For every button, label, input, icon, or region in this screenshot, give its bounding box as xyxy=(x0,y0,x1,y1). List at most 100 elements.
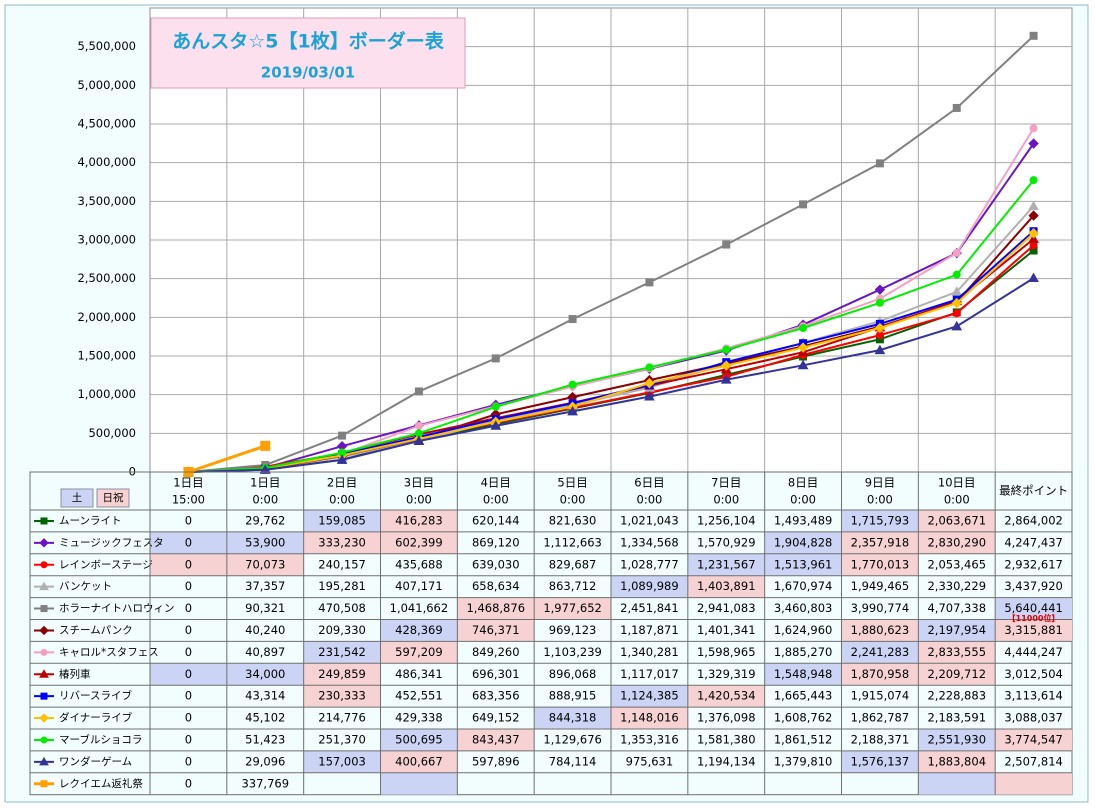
table-cell: 975,631 xyxy=(626,754,674,768)
x-tick-label: 0:00 xyxy=(329,493,355,507)
table-cell: 34,000 xyxy=(245,667,285,681)
table-cell: 844,318 xyxy=(549,711,597,725)
marker xyxy=(568,380,577,389)
cell-fill xyxy=(918,729,996,751)
table-cell: 37,357 xyxy=(245,579,285,593)
marker xyxy=(951,320,963,331)
table-cell: 1,861,512 xyxy=(774,732,833,746)
table-cell: 1,624,960 xyxy=(774,623,833,637)
legend-label: 椿列車 xyxy=(59,667,91,680)
marker xyxy=(721,360,732,371)
legend-label: リバースライブ xyxy=(59,689,132,702)
table-cell: 2,183,591 xyxy=(927,711,986,725)
x-tick-label: 1日目 xyxy=(173,476,203,490)
table-cell: 1,148,016 xyxy=(620,711,679,725)
table-cell: 333,230 xyxy=(318,535,366,549)
x-tick-label: 3日目 xyxy=(404,476,434,490)
table-cell: 0 xyxy=(185,732,192,746)
x-tick-label: 0:00 xyxy=(252,493,278,507)
marker xyxy=(1028,233,1039,244)
cell-fill xyxy=(687,553,765,576)
table-cell: 969,123 xyxy=(549,623,597,637)
table-cell: 2,830,290 xyxy=(927,535,986,549)
marker xyxy=(722,345,731,354)
y-tick-label: 2,500,000 xyxy=(77,271,136,285)
key-label: 土 xyxy=(72,491,83,504)
marker xyxy=(874,322,886,334)
series-line xyxy=(188,232,1035,473)
table-cell: 1,904,828 xyxy=(774,535,833,549)
table-cell: 1,379,810 xyxy=(774,754,833,768)
table-cell: 2,551,930 xyxy=(927,732,986,746)
table-cell: 649,152 xyxy=(472,711,520,725)
cell-fill xyxy=(534,707,611,729)
x-tick-label: 15:00 xyxy=(172,493,205,507)
table-cell: 5,640,441 xyxy=(1004,601,1063,615)
cell-fill xyxy=(611,685,688,708)
cell-fill xyxy=(918,750,996,773)
table-cell: 4,247,437 xyxy=(1004,535,1063,549)
table-cell: 416,283 xyxy=(395,513,443,527)
marker xyxy=(1029,31,1038,40)
marker xyxy=(40,780,48,788)
marker xyxy=(413,435,425,446)
table-cell: 0 xyxy=(185,601,192,615)
marker xyxy=(951,286,963,296)
cell-fill xyxy=(457,729,535,751)
table-cell: 0 xyxy=(185,689,192,703)
y-tick-label: 2,000,000 xyxy=(77,310,136,324)
table-cell: 639,030 xyxy=(472,557,520,571)
table-cell: 429,338 xyxy=(395,711,443,725)
table-cell: 29,762 xyxy=(245,513,285,527)
marker xyxy=(338,431,347,440)
table-cell: 214,776 xyxy=(318,711,366,725)
x-tick-label: 0:00 xyxy=(867,493,893,507)
x-tick-label: 0:00 xyxy=(560,493,586,507)
table-cell: 2,228,883 xyxy=(927,689,986,703)
marker xyxy=(799,200,808,209)
table-cell: 1,112,663 xyxy=(543,535,602,549)
table-cell: 863,712 xyxy=(549,579,597,593)
table-cell: 209,330 xyxy=(318,623,366,637)
table-cell: 1,124,385 xyxy=(620,689,679,703)
cell-fill xyxy=(611,575,688,598)
table-cell: 896,068 xyxy=(549,667,597,681)
y-tick-label: 4,500,000 xyxy=(77,117,136,131)
table-cell: 1,576,137 xyxy=(851,754,910,768)
table-cell: 400,667 xyxy=(395,754,443,768)
table-cell: 620,144 xyxy=(472,513,520,527)
table-cell: 1,977,652 xyxy=(543,601,602,615)
table-cell: 0 xyxy=(185,557,192,571)
table-cell: 3,012,504 xyxy=(1004,667,1063,681)
table-cell: 2,451,841 xyxy=(620,601,679,615)
table-cell: 407,171 xyxy=(395,579,443,593)
table-cell: 1,670,974 xyxy=(774,579,833,593)
table-cell: 3,460,803 xyxy=(774,601,833,615)
marker xyxy=(259,464,271,474)
legend-label: レインボーステージ xyxy=(59,559,153,571)
annotation: 【11000位】 xyxy=(1008,613,1060,623)
table-cell: 1,581,380 xyxy=(697,732,756,746)
table-cell: 1,880,623 xyxy=(851,623,910,637)
table-cell: 428,369 xyxy=(395,623,443,637)
table-cell: 1,103,239 xyxy=(543,645,602,659)
cell-fill xyxy=(303,750,381,773)
table-cell: 658,634 xyxy=(472,579,520,593)
cell-fill xyxy=(303,510,381,532)
table-cell: 4,444,247 xyxy=(1004,645,1063,659)
table-cell: 2,932,617 xyxy=(1004,557,1063,571)
table-cell: 1,256,104 xyxy=(697,513,756,527)
marker xyxy=(39,669,49,678)
marker xyxy=(567,405,578,416)
marker xyxy=(797,342,809,353)
table-cell: 1,041,662 xyxy=(390,601,449,615)
table-cell: 843,437 xyxy=(472,732,520,746)
cell-fill xyxy=(687,685,765,708)
cell-fill xyxy=(380,750,458,773)
table-cell: 0 xyxy=(185,623,192,637)
table-cell: 0 xyxy=(185,711,192,725)
marker xyxy=(491,354,500,363)
table-cell: 2,209,712 xyxy=(927,667,986,681)
table-cell: 696,301 xyxy=(472,667,520,681)
